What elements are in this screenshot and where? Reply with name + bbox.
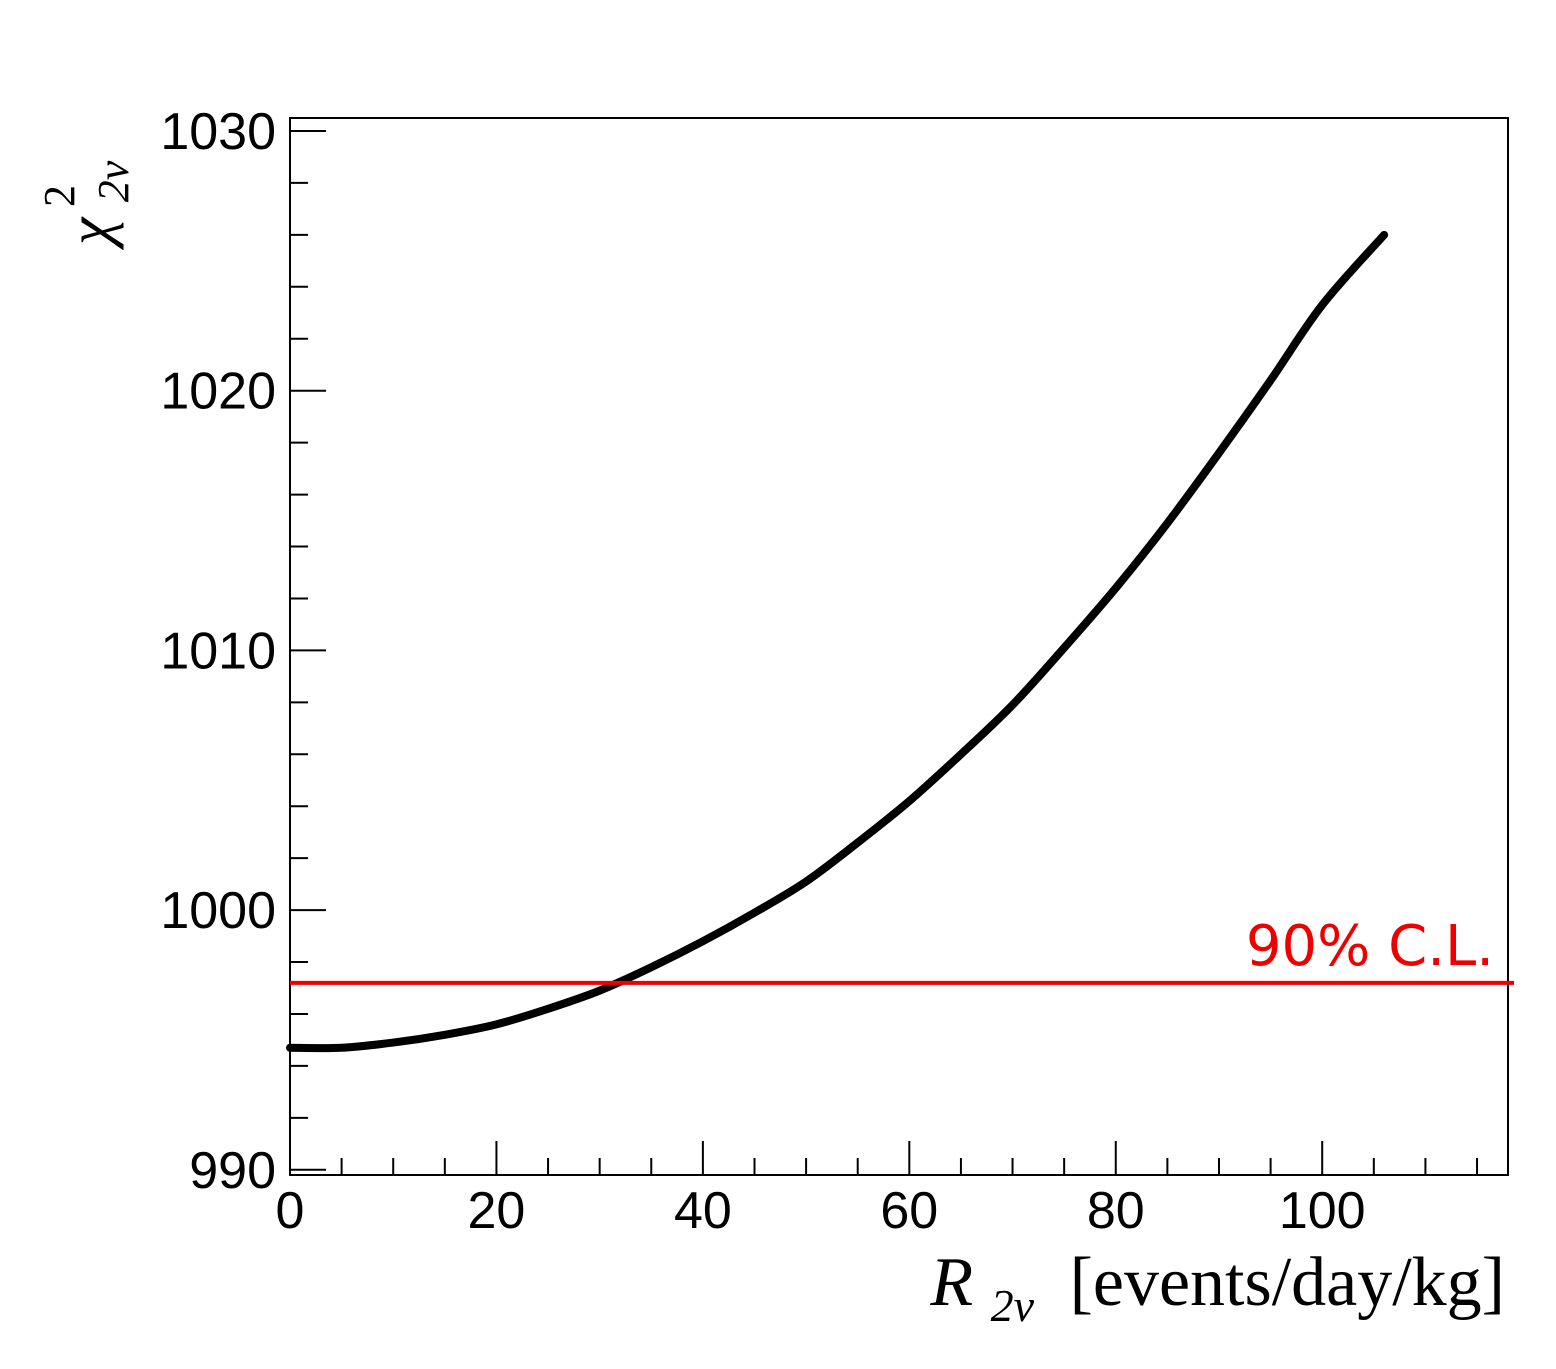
svg-text:χ 2ν 2: χ 2ν 2 [35, 145, 142, 250]
y-tick-label: 990 [189, 1142, 276, 1200]
x-axis-title-units: [events/day/kg] [1070, 1244, 1505, 1321]
y-tick-label: 1010 [160, 622, 276, 680]
y-tick-label: 1020 [160, 363, 276, 421]
series-layer [286, 230, 1389, 1053]
x-tick-label: 0 [276, 1182, 305, 1240]
y-axis-title-main: χ [56, 216, 124, 250]
x-tick-label: 40 [674, 1182, 732, 1240]
y-tick-label: 1030 [160, 103, 276, 161]
x-axis-title-sub: 2ν [991, 1280, 1035, 1331]
x-axis-title: R 2ν [events/day/kg] [929, 1244, 1505, 1337]
x-axis-tick-labels: 0 20 40 60 80 100 [276, 1182, 1366, 1240]
x-tick-label: 80 [1087, 1182, 1145, 1240]
y-axis-title-sub: 2ν [89, 160, 138, 202]
y-axis-title: χ 2ν 2 [35, 145, 142, 250]
x-axis-title-main: R [929, 1244, 973, 1321]
y-axis-ticks [290, 129, 326, 1171]
confidence-level-label: 90% C.L. [1246, 914, 1494, 979]
y-axis-tick-labels: 990 1000 1010 1020 1030 [160, 103, 276, 1200]
plot-frame [289, 117, 1509, 1176]
x-tick-label: 20 [468, 1182, 526, 1240]
y-tick-label: 1000 [160, 882, 276, 940]
annotation-layer: 90% C.L. [290, 914, 1514, 985]
x-axis-ticks [289, 1141, 1479, 1175]
x-tick-label: 60 [880, 1182, 938, 1240]
y-axis-title-sup: 2 [35, 185, 84, 207]
chi-square-curve [286, 230, 1389, 1053]
x-tick-label: 100 [1279, 1182, 1366, 1240]
